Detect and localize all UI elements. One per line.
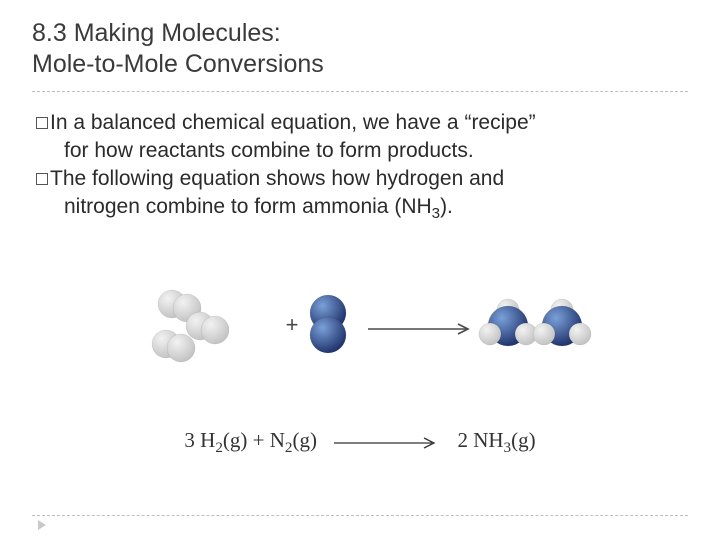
- eq-nh: NH: [473, 428, 503, 452]
- svg-text:+: +: [286, 312, 299, 337]
- eq-coeff-1: 3: [184, 428, 200, 452]
- bullet-2-subscript: 3: [432, 205, 440, 222]
- bullet-2-tail: ).: [440, 195, 453, 218]
- eq-coeff-2: 2: [457, 428, 473, 452]
- eq-nh-sub: 3: [504, 441, 512, 457]
- eq-plus: +: [247, 428, 269, 452]
- bullet-2-rest: following equation shows how hydrogen an…: [86, 167, 504, 190]
- bullet-2-line2-text: nitrogen combine to form ammonia (NH: [64, 195, 432, 218]
- bullet-box-icon: [36, 173, 48, 185]
- chemical-equation: 3 H2(g) + N2(g) 2 NH3(g): [32, 428, 688, 457]
- bullet-1-lead: In: [50, 111, 68, 134]
- eq-h: H: [200, 428, 215, 452]
- bullet-2: The following equation shows how hydroge…: [36, 166, 688, 192]
- molecule-svg: +: [110, 274, 610, 384]
- bullet-2-lead: The: [50, 167, 86, 190]
- bullet-2-line2: nitrogen combine to form ammonia (NH3).: [36, 194, 688, 224]
- bullet-1-rest: a balanced chemical equation, we have a …: [68, 111, 536, 134]
- molecule-diagram: +: [32, 274, 688, 404]
- title-line1: 8.3 Making Molecules:Mole-to-Mole Conver…: [32, 19, 324, 78]
- section-title: 8.3 Making Molecules:Mole-to-Mole Conver…: [32, 18, 688, 92]
- bullet-1: In a balanced chemical equation, we have…: [36, 110, 688, 136]
- eq-state-1: (g): [223, 428, 248, 452]
- eq-h-sub: 2: [215, 441, 223, 457]
- eq-state-3: (g): [511, 428, 536, 452]
- bullet-list: In a balanced chemical equation, we have…: [32, 110, 688, 225]
- footer-rule: [32, 515, 688, 516]
- eq-state-2: (g): [292, 428, 317, 452]
- bullet-box-icon: [36, 117, 48, 129]
- eq-n: N: [270, 428, 285, 452]
- bullet-1-line2: for how reactants combine to form produc…: [36, 138, 688, 164]
- reaction-arrow-icon: [332, 436, 442, 450]
- footer-arrow-icon: [38, 520, 46, 530]
